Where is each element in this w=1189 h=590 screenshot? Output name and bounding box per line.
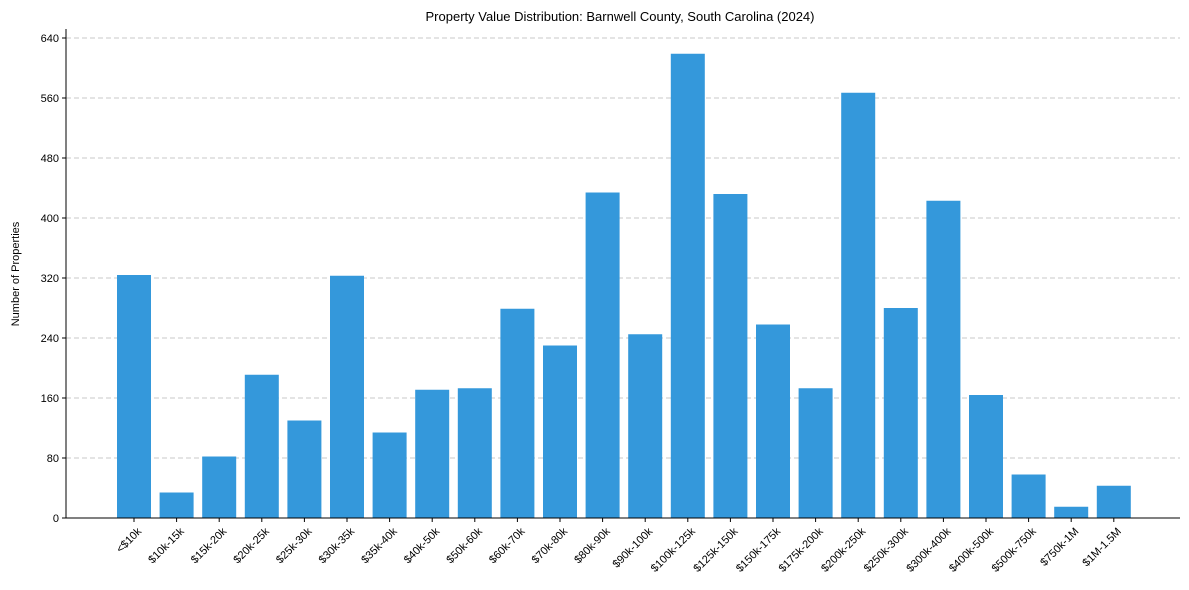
- x-tick-label: $100k-125k: [649, 525, 698, 574]
- bar: [798, 388, 833, 518]
- bar: [543, 345, 577, 518]
- bar: [883, 308, 918, 518]
- x-tick-label: $200k-250k: [819, 525, 868, 574]
- bar: [117, 275, 151, 518]
- x-tick-label: <$10k: [114, 525, 144, 555]
- bar: [372, 432, 407, 518]
- y-tick-label: 480: [41, 153, 59, 165]
- x-tick-label: $750k-1M: [1038, 526, 1081, 569]
- bar: [713, 194, 748, 518]
- bar: [1096, 485, 1131, 518]
- bar: [159, 492, 194, 518]
- x-tick-label: $60k-70k: [487, 525, 528, 566]
- x-tick-label: $25k-30k: [274, 525, 315, 566]
- bar: [202, 456, 237, 518]
- y-tick-label: 240: [41, 333, 59, 345]
- y-tick-label: 640: [41, 33, 59, 45]
- x-tick-label: $500k-750k: [990, 525, 1039, 574]
- bar: [500, 308, 535, 518]
- x-tick-label: $150k-175k: [734, 525, 783, 574]
- bar: [926, 200, 961, 518]
- bar: [330, 275, 364, 518]
- y-tick-label: 0: [53, 513, 59, 525]
- bar: [457, 388, 492, 518]
- gridlines: [66, 37, 1180, 459]
- x-tick-label: $40k-50k: [402, 525, 443, 566]
- x-tick-label: $300k-400k: [904, 525, 953, 574]
- y-axis-label: Number of Properties: [10, 221, 22, 326]
- x-axis-ticks: <$10k $10k-15k $15k-20k $20k-25k $25k-30k $30…: [114, 518, 1124, 575]
- bar: [969, 395, 1003, 518]
- x-tick-label: $1M-1.5M: [1080, 526, 1124, 570]
- x-tick-label: $125k-150k: [691, 525, 740, 574]
- x-tick-label: $250k-300k: [862, 525, 911, 574]
- y-tick-label: 320: [41, 273, 59, 285]
- y-tick-label: 80: [47, 453, 59, 465]
- bar: [756, 324, 790, 518]
- x-tick-label: $10k-15k: [146, 525, 187, 566]
- bar: [244, 374, 279, 518]
- x-tick-label: $15k-20k: [189, 525, 230, 566]
- bars: [117, 53, 1131, 518]
- y-tick-label: 160: [41, 393, 59, 405]
- x-tick-label: $80k-90k: [572, 525, 613, 566]
- bar: [415, 389, 450, 518]
- bar: [585, 192, 620, 518]
- bar: [628, 334, 663, 518]
- chart-title: Property Value Distribution: Barnwell Co…: [426, 9, 815, 24]
- bar: [1011, 474, 1046, 518]
- bar: [287, 420, 322, 518]
- x-tick-label: $30k-35k: [317, 525, 358, 566]
- x-tick-label: $175k-200k: [777, 525, 826, 574]
- x-tick-label: $50k-60k: [444, 525, 485, 566]
- x-tick-label: $20k-25k: [231, 525, 272, 566]
- x-tick-label: $70k-80k: [530, 525, 571, 566]
- y-tick-label: 560: [41, 93, 59, 105]
- bar: [841, 92, 876, 518]
- x-tick-label: $400k-500k: [947, 525, 996, 574]
- x-tick-label: $90k-100k: [611, 525, 656, 570]
- bar: [670, 53, 705, 518]
- bar: [1054, 506, 1089, 518]
- y-tick-label: 400: [41, 213, 59, 225]
- y-axis-ticks: 0 80 160 240 320 400 480 560 640: [41, 33, 66, 525]
- x-tick-label: $35k-40k: [359, 525, 400, 566]
